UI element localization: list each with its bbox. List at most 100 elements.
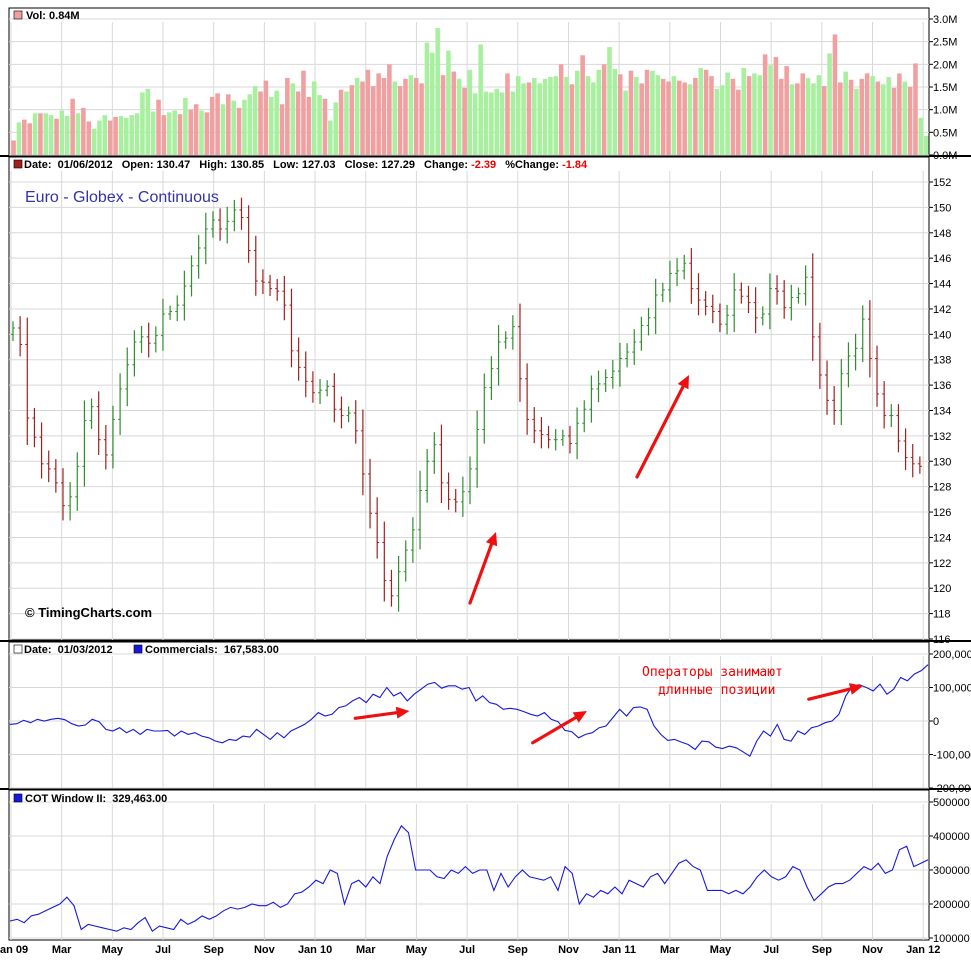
- volume-bar: [601, 64, 607, 155]
- ohlc-bar: [632, 329, 637, 365]
- y-tick-label-commercials: -100,000: [933, 750, 971, 762]
- volume-header-text: Vol: 0.84M: [26, 10, 80, 22]
- volume-bar: [118, 116, 124, 155]
- ohlc-bar: [775, 275, 780, 305]
- ohlc-bar: [318, 378, 323, 404]
- commercials-date-label: Date:: [24, 644, 52, 656]
- volume-bar: [365, 69, 371, 155]
- y-tick-label-price: 124: [933, 532, 951, 544]
- volume-bar: [553, 76, 559, 155]
- volume-bar: [64, 116, 70, 155]
- volume-bar: [505, 73, 510, 155]
- y-tick-label-cot: 400000: [933, 831, 970, 843]
- ohlc-bar: [596, 370, 601, 403]
- close-label: Close:: [345, 159, 379, 171]
- ohlc-bar: [346, 406, 351, 423]
- volume-bar: [231, 100, 236, 155]
- volume-bar: [923, 135, 929, 155]
- ohlc-bar: [839, 359, 844, 426]
- volume-bar: [311, 81, 317, 155]
- ohlc-bar: [210, 211, 215, 238]
- volume-bar: [569, 84, 575, 155]
- volume-bar: [467, 69, 473, 155]
- ohlc-bar: [432, 432, 437, 474]
- ohlc-bar: [218, 208, 223, 241]
- ohlc-bar: [403, 540, 408, 582]
- volume-bar: [263, 80, 269, 155]
- y-tick-label-cot: 500000: [933, 797, 970, 809]
- volume-bar: [510, 91, 516, 155]
- volume-bar: [778, 78, 784, 155]
- x-tick-label: Jan 12: [906, 944, 940, 956]
- ohlc-bar: [660, 282, 665, 303]
- ohlc-bar: [867, 300, 872, 378]
- volume-bar: [446, 50, 451, 155]
- ohlc-bar: [760, 306, 765, 326]
- ohlc-bar: [275, 278, 280, 301]
- volume-bar: [843, 71, 848, 155]
- arrow-head: [677, 375, 689, 390]
- volume-bar: [596, 69, 602, 155]
- ohlc-bar: [39, 422, 44, 479]
- volume-bar: [795, 83, 800, 155]
- volume-bar: [360, 81, 365, 155]
- x-tick-label: May: [710, 944, 732, 956]
- volume-bar: [209, 96, 215, 155]
- volume-bar: [918, 117, 924, 155]
- y-tick-label-price: 152: [933, 177, 951, 189]
- ohlc-bar: [732, 273, 737, 333]
- ohlc-bar: [246, 205, 251, 263]
- volume-bar: [252, 86, 258, 155]
- volume-bar: [902, 81, 908, 155]
- ohlc-bar: [68, 482, 73, 521]
- y-tick-label-price: 138: [933, 355, 951, 367]
- red-arrow: [635, 375, 689, 479]
- ohlc-bar: [103, 425, 108, 470]
- panel-frame-price: [8, 156, 930, 641]
- y-tick-label-price: 126: [933, 507, 951, 519]
- ohlc-bar: [767, 273, 772, 330]
- commercials-label: Commercials:: [145, 644, 218, 656]
- volume-bar: [456, 78, 462, 155]
- volume-bar: [483, 91, 489, 155]
- ohlc-bar: [846, 342, 851, 388]
- arrow-head: [395, 706, 410, 719]
- volume-bar: [827, 53, 832, 155]
- ohlc-bar: [525, 363, 530, 435]
- ohlc-bar: [539, 417, 544, 449]
- volume-bar: [730, 78, 736, 155]
- volume-bar: [526, 82, 532, 155]
- arrow-head: [572, 710, 587, 723]
- x-tick-label: Sep: [204, 944, 224, 956]
- volume-bar: [660, 78, 666, 155]
- volume-bar: [580, 55, 585, 156]
- ohlc-bar: [268, 274, 273, 297]
- price-header-text: Date: 01/06/2012 Open: 130.47 High: 130.…: [24, 159, 588, 171]
- volume-bar: [419, 83, 424, 155]
- ohlc-bar: [289, 288, 294, 368]
- volume-bar: [124, 117, 129, 155]
- volume-bar: [913, 63, 918, 155]
- volume-bar: [81, 107, 86, 155]
- low-label: Low:: [273, 159, 299, 171]
- ohlc-bar: [339, 396, 344, 429]
- volume-bar: [129, 115, 134, 155]
- y-tick-label-commercials: 100,000: [933, 683, 971, 695]
- volume-bar: [832, 34, 838, 156]
- ohlc-bar: [418, 470, 423, 550]
- y-tick-label-price: 140: [933, 329, 951, 341]
- volume-bar: [27, 123, 32, 155]
- x-tick-label: Jul: [155, 944, 171, 956]
- ohlc-bar: [667, 260, 672, 303]
- volume-bar: [612, 68, 618, 155]
- ohlc-bar: [746, 285, 751, 314]
- ohlc-bar: [375, 497, 380, 559]
- commercials-header-text: Commercials: 167,583.00: [145, 644, 279, 656]
- ohlc-bar: [332, 373, 337, 423]
- arrow-shaft: [468, 542, 494, 605]
- close-value: 127.29: [381, 159, 415, 171]
- ohlc-bar: [903, 428, 908, 471]
- ohlc-bar: [260, 269, 265, 294]
- high-value: 130.85: [230, 159, 264, 171]
